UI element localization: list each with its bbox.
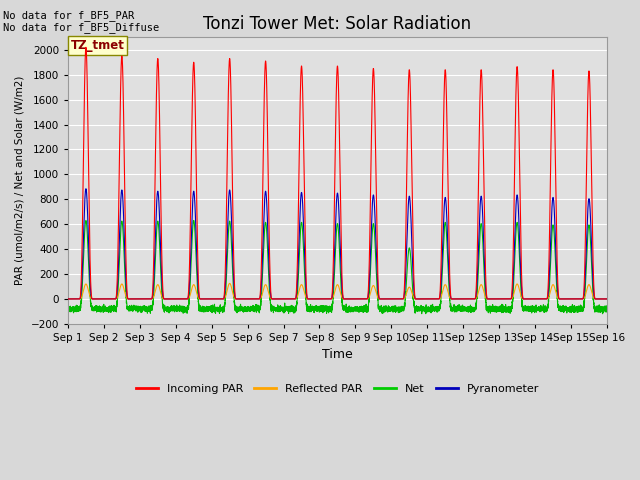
Y-axis label: PAR (umol/m2/s) / Net and Solar (W/m2): PAR (umol/m2/s) / Net and Solar (W/m2) [15,76,25,285]
X-axis label: Time: Time [322,348,353,361]
Title: Tonzi Tower Met: Solar Radiation: Tonzi Tower Met: Solar Radiation [204,15,472,33]
Legend: Incoming PAR, Reflected PAR, Net, Pyranometer: Incoming PAR, Reflected PAR, Net, Pyrano… [131,380,544,398]
Text: TZ_tmet: TZ_tmet [70,39,125,52]
Text: No data for f_BF5_PAR
No data for f_BF5_Diffuse: No data for f_BF5_PAR No data for f_BF5_… [3,10,159,33]
